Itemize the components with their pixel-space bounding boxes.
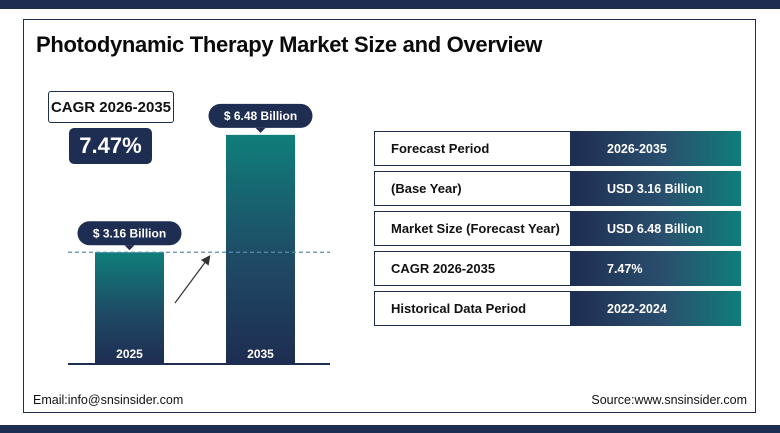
- bar-2035: [226, 134, 295, 364]
- cagr-label-box: CAGR 2026-2035: [48, 91, 174, 123]
- table-row-value: USD 6.48 Billion: [571, 211, 741, 246]
- growth-arrow-icon: [174, 255, 211, 304]
- top-accent-bar: [0, 0, 780, 9]
- table-row-label: Forecast Period: [374, 131, 571, 166]
- table-row: CAGR 2026-2035 7.47%: [374, 251, 741, 286]
- table-row-label: Market Size (Forecast Year): [374, 211, 571, 246]
- page-title: Photodynamic Therapy Market Size and Ove…: [36, 32, 543, 57]
- table-row: Market Size (Forecast Year) USD 6.48 Bill…: [374, 211, 741, 246]
- footer-email: Email:info@snsinsider.com: [33, 393, 184, 407]
- bar-2025: [95, 252, 164, 364]
- data-label-pointer: [255, 127, 266, 133]
- cagr-value-badge: 7.47%: [69, 128, 152, 164]
- data-label: $ 6.48 Billion: [224, 109, 297, 123]
- table-row-value: 2022-2024: [571, 291, 741, 326]
- table-row: Historical Data Period 2022-2024: [374, 291, 741, 326]
- bottom-accent-bar: [0, 425, 780, 433]
- table-row: Forecast Period 2026-2035: [374, 131, 741, 166]
- data-label: $ 3.16 Billion: [93, 226, 166, 240]
- table-row-label: Historical Data Period: [374, 291, 571, 326]
- x-tick-label: 2035: [247, 347, 274, 361]
- table-row: (Base Year) USD 3.16 Billion: [374, 171, 741, 206]
- table-row-value: 2026-2035: [571, 131, 741, 166]
- data-label-pointer: [124, 245, 135, 251]
- footer-source: Source:www.snsinsider.com: [591, 393, 747, 407]
- table-row-label: CAGR 2026-2035: [374, 251, 571, 286]
- table-row-value: USD 3.16 Billion: [571, 171, 741, 206]
- data-label-pill: [208, 103, 313, 128]
- x-tick-label: 2025: [116, 347, 143, 361]
- data-label-pill: [77, 221, 182, 246]
- table-row-label: (Base Year): [374, 171, 571, 206]
- table-row-value: 7.47%: [571, 251, 741, 286]
